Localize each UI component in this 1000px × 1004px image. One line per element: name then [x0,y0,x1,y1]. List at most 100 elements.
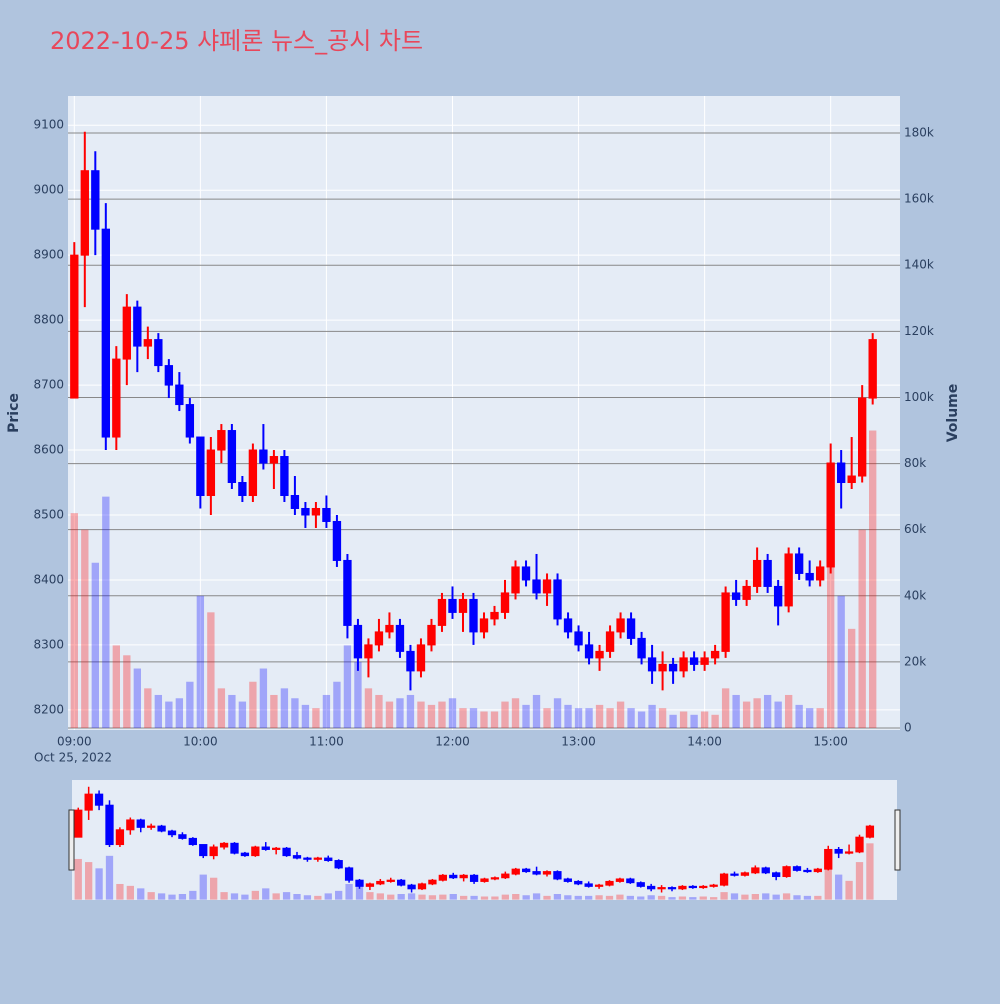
volume-bar [324,893,332,900]
volume-bar [480,711,488,729]
y2-axis-title: Volume [945,384,961,443]
volume-bar [564,895,572,900]
y-tick-label: 8500 [33,507,64,521]
candle-body [563,618,573,633]
range-handle-right[interactable] [894,809,901,871]
volume-bar [91,562,99,729]
volume-bar [753,698,761,729]
candle-body [133,306,142,347]
volume-bar [262,888,270,900]
candle-body [209,846,218,857]
volume-bar [116,883,124,900]
candle-body [803,869,812,873]
volume-bar [668,897,676,900]
candle-body [763,559,772,587]
volume-bar [189,890,197,900]
x-tick-label: 11:00 [309,735,344,749]
volume-bar [606,708,614,729]
y2-tick-label: 60k [904,522,926,536]
candle-body [219,842,229,848]
volume-bar [95,868,103,900]
candle-body [868,339,877,399]
volume-bar [742,701,751,729]
candle-body [407,884,416,890]
candle-body [834,848,843,854]
candle-body [594,884,604,887]
candle-body [188,837,197,846]
candle-body [667,887,677,890]
candle-body [94,793,104,806]
volume-bar [417,701,425,729]
candle-body [615,878,625,882]
y2-tick-label: 80k [904,456,926,470]
candle-body [259,449,268,464]
volume-bar [459,708,467,729]
volume-bar [397,893,405,900]
candle-body [719,873,729,886]
candle-body [826,462,835,568]
candle-body [217,430,226,451]
volume-bar [220,892,228,900]
volume-bar [637,896,645,900]
volume-bar [669,714,677,729]
candle-body [657,887,666,890]
volume-bar [689,897,697,900]
candle-body [272,847,281,850]
candle-body [815,566,825,581]
candle-body [311,507,321,516]
volume-bar [251,890,259,900]
volume-bar [137,888,145,900]
volume-bar [293,893,301,900]
volume-bar [168,894,176,900]
volume-bar [314,895,322,900]
y2-tick-label: 100k [904,390,934,404]
candle-body [332,520,342,561]
chart-title: 2022-10-25 샤페론 뉴스_공시 차트 [50,27,423,55]
volume-bar [522,895,530,900]
volume-bar [345,883,353,900]
volume-bar [657,895,666,900]
volume-bar [553,893,562,900]
volume-bar [196,595,205,729]
volume-bar [678,896,687,900]
candle-body [836,462,846,484]
candle-body [324,857,333,862]
candle-body [532,871,541,875]
candle-body [437,598,447,626]
candle-body [709,884,718,887]
volume-bar [165,701,173,729]
candle-body [522,868,531,873]
volume-bar [282,892,291,900]
candle-body [406,650,415,672]
volume-bar [343,645,352,729]
volume-bar [720,892,728,900]
volume-bar [751,893,759,900]
volume-bar [532,893,541,900]
candle-body [303,857,312,860]
volume-bar [837,595,845,729]
volume-bar [428,895,437,900]
candle-body [730,873,739,876]
volume-bar [595,895,603,900]
volume-bar [699,896,707,900]
range-handle-left[interactable] [68,809,75,871]
volume-bar [70,513,78,729]
volume-bar [406,694,415,729]
volume-bar [133,668,142,729]
candle-body [742,585,751,600]
candle-body [678,885,687,890]
candle-body [374,631,384,646]
volume-bar [81,529,89,729]
volume-bar [238,701,247,729]
candle-body [143,339,153,347]
candle-body [563,878,572,882]
volume-bar [366,892,374,900]
volume-bar [469,708,478,729]
volume-bar [157,893,166,900]
candle-body [679,657,688,672]
candle-body [364,644,373,659]
volume-bar [439,894,447,900]
volume-bar [186,681,194,729]
volume-bar [626,895,634,900]
volume-bar [710,897,718,900]
